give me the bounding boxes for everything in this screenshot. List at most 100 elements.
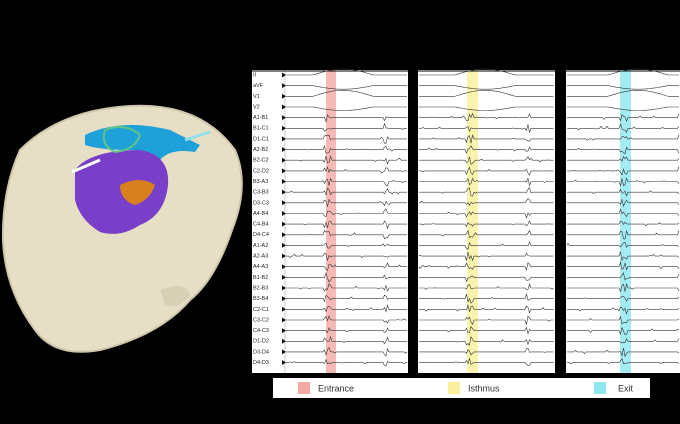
channel-label: aVF: [253, 83, 264, 89]
egm-trace: [286, 220, 407, 230]
egm-trace: [286, 154, 407, 165]
channel-marker: [282, 179, 286, 184]
egm-trace: [566, 166, 680, 176]
channel-marker: [282, 200, 286, 206]
egm-trace: [285, 166, 407, 174]
egm-trace: [419, 198, 554, 206]
egm-trace: [418, 211, 554, 219]
egm-trace: [419, 283, 554, 290]
egm-trace: [286, 134, 407, 144]
egm-trace: [418, 275, 554, 283]
egm-trace: [418, 145, 554, 154]
egm-trace: [419, 134, 554, 144]
channel-marker: [282, 242, 286, 248]
egm-trace: [419, 304, 554, 314]
egm-trace: [418, 357, 554, 366]
channel-marker: [282, 338, 286, 344]
channel-label: B1-C1: [253, 126, 269, 132]
channel-label: D1-D2: [253, 339, 269, 345]
channel-label: B2-B3: [253, 285, 268, 291]
egm-trace: [567, 326, 680, 336]
egm-trace: [567, 177, 680, 187]
egm-trace: [418, 124, 554, 134]
channel-label: B1-B2: [253, 275, 268, 281]
egm-trace: [566, 272, 680, 281]
channel-label: B2-C2: [253, 158, 269, 164]
isthmus-band: [467, 70, 478, 373]
egm-trace: [418, 112, 554, 122]
egm-trace: [285, 358, 407, 367]
egm-trace: [418, 336, 554, 346]
channel-marker: [282, 147, 286, 153]
egm-trace: [285, 187, 407, 196]
channel-marker: [282, 189, 286, 195]
channel-label: V1: [253, 94, 260, 100]
channel-label: C2-D2: [253, 168, 269, 174]
channel-label: V2: [253, 104, 260, 110]
channel-marker: [282, 210, 286, 216]
egm-trace: [286, 177, 407, 186]
channel-marker: [282, 72, 286, 78]
egm-trace: [566, 106, 679, 111]
egm-trace: [418, 106, 554, 111]
egm-trace: [567, 90, 679, 97]
channel-marker: [282, 296, 286, 302]
egm-trace: [286, 198, 407, 207]
egm-trace: [567, 155, 680, 162]
channel-marker: [282, 157, 286, 163]
egm-trace: [285, 144, 407, 154]
egm-trace: [566, 188, 680, 197]
egm-trace: [566, 229, 680, 240]
egm-trace: [567, 306, 680, 315]
egm-trace: [418, 166, 554, 176]
egm-trace: [286, 304, 407, 313]
channel-label: D4-D3: [253, 360, 269, 366]
egm-trace: [418, 261, 554, 271]
anatomic-map: [1, 104, 243, 353]
channel-label: D3-C3: [253, 200, 269, 206]
channel-marker: [282, 93, 286, 99]
channel-marker: [282, 83, 286, 89]
egm-trace: [285, 327, 407, 334]
channel-marker: [282, 285, 286, 291]
channel-label: A2-B2: [253, 147, 268, 153]
egm-trace: [566, 85, 679, 90]
egm-trace: [566, 123, 680, 133]
legend: Entrance Isthmus Exit: [273, 378, 650, 398]
egm-trace: [286, 90, 407, 97]
egm-trace: [285, 252, 407, 262]
egm-trace: [566, 251, 680, 262]
egm-trace: [418, 315, 554, 326]
egm-trace: [566, 242, 680, 248]
egm-trace: [419, 347, 554, 356]
egm-trace: [567, 220, 680, 227]
egm-trace: [566, 208, 680, 218]
channel-marker: [282, 232, 286, 238]
legend-label: Entrance: [318, 383, 354, 393]
egm-trace: [285, 315, 407, 324]
egm-trace: [418, 85, 554, 90]
egm-trace: [286, 283, 407, 292]
channel-label: C3-B3: [253, 190, 269, 196]
channel-label: B3-A3: [253, 179, 268, 185]
egm-trace: [567, 134, 680, 141]
egm-trace: [566, 296, 680, 302]
egm-trace: [285, 294, 407, 303]
egm-trace: [567, 68, 679, 76]
channel-marker: [282, 306, 286, 312]
channel-label: D4-C4: [253, 232, 269, 238]
egm-trace: [285, 106, 407, 111]
channel-marker: [282, 360, 286, 366]
egm-trace: [419, 325, 554, 335]
channel-label: A1-A2: [253, 243, 268, 249]
legend-label: Exit: [618, 383, 634, 393]
channel-marker: [282, 168, 286, 174]
egm-trace: [418, 293, 554, 304]
legend-label: Isthmus: [468, 383, 500, 393]
channel-label: D1-C1: [253, 136, 269, 142]
exit-band: [620, 70, 631, 373]
channel-marker: [282, 136, 286, 142]
channel-marker: [282, 274, 286, 280]
channel-label: C3-C2: [253, 317, 269, 323]
